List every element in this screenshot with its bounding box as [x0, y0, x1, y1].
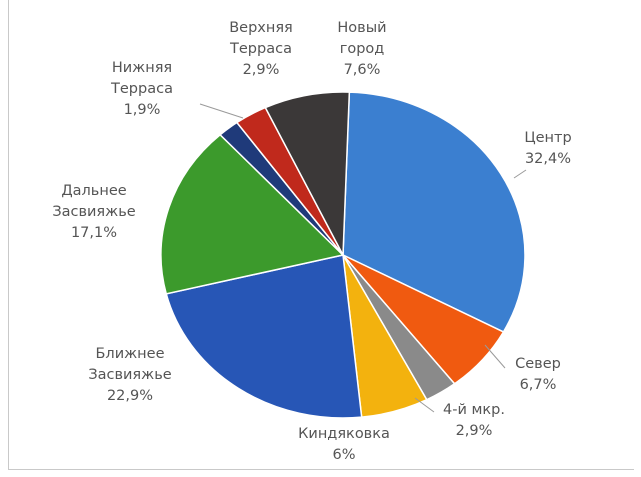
pie-label: Киндяковка 6%: [298, 426, 390, 463]
pie-label-name: Ближнее: [95, 346, 164, 362]
leader-lines: [199, 103, 527, 413]
pie-label: Новый город 7,6%: [337, 20, 386, 78]
pie-slice: [160, 133, 345, 295]
pie-label: Дальнее Засвияжье 17,1%: [52, 183, 135, 241]
pie-label-value: 1,9%: [124, 102, 161, 118]
pie-label-value: 2,9%: [243, 62, 280, 78]
pie-label-name: Терраса: [229, 41, 292, 57]
pie-label: 4-й мкр. 2,9%: [443, 402, 505, 439]
leader-line: [414, 397, 435, 413]
leader-line: [484, 344, 506, 369]
pie-label: Север 6,7%: [515, 356, 561, 393]
pie-label-name: Верхняя: [229, 20, 293, 36]
pie-label-name: Нижняя: [112, 60, 172, 76]
pie-label-value: 6,7%: [520, 377, 557, 393]
pie-label-value: 2,9%: [456, 423, 493, 439]
pie-label-name: Новый: [337, 20, 386, 36]
pie-label-name: город: [340, 41, 385, 57]
chart-border: [8, 0, 634, 470]
pie-label-name: Засвияжье: [52, 204, 135, 220]
pie-label-name: Центр: [524, 130, 571, 146]
pie-slice: [342, 91, 526, 333]
pie-label-value: 17,1%: [71, 225, 117, 241]
leader-line: [513, 169, 527, 179]
pie-label-value: 32,4%: [525, 151, 571, 167]
pie-label-value: 7,6%: [344, 62, 381, 78]
pie-slice: [165, 254, 363, 419]
pie-label-name: Дальнее: [61, 183, 126, 199]
pie-label-name: 4-й мкр.: [443, 402, 505, 418]
pie-label-name: Киндяковка: [298, 426, 390, 442]
pie-label: Нижняя Терраса 1,9%: [110, 60, 173, 118]
pie-label: Ближнее Засвияжье 22,9%: [88, 346, 171, 404]
pie-label-name: Север: [515, 356, 561, 372]
pie-label-value: 6%: [332, 447, 355, 463]
pie-slice: [264, 91, 351, 258]
pie-label: Центр 32,4%: [524, 130, 571, 167]
pie-label-value: 22,9%: [107, 388, 153, 404]
pie-labels: Центр 32,4% Север 6,7% 4-й мкр. 2,9% Киндяковк…: [52, 20, 571, 463]
pie-label: Верхняя Терраса 2,9%: [229, 20, 293, 78]
pie-label-name: Терраса: [110, 81, 173, 97]
pie-label-name: Засвияжье: [88, 367, 171, 383]
leader-line: [199, 103, 244, 119]
pie-slices: [160, 91, 526, 419]
